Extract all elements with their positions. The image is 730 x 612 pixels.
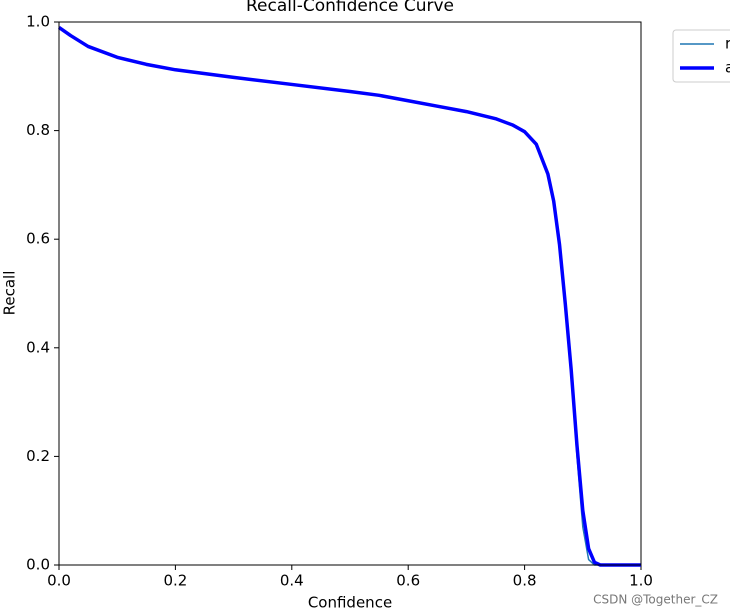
y-tick-label: 0.2 — [26, 447, 50, 465]
x-tick-label: 0.0 — [47, 572, 71, 590]
x-tick-label: 0.4 — [280, 572, 304, 590]
y-tick-label: 0.8 — [26, 121, 50, 139]
watermark: CSDN @Together_CZ — [593, 593, 718, 607]
y-tick-label: 0.4 — [26, 338, 50, 356]
x-tick-label: 0.6 — [396, 572, 420, 590]
chart-title: Recall-Confidence Curve — [246, 0, 454, 16]
x-tick-label: 0.2 — [163, 572, 187, 590]
legend-box — [672, 29, 730, 83]
series-line — [58, 26, 641, 566]
y-tick-label: 1.0 — [26, 13, 50, 31]
x-axis-label: Confidence — [308, 594, 392, 612]
y-tick-label: 0.0 — [26, 556, 50, 574]
legend-label: a — [725, 59, 730, 77]
x-tick-label: 1.0 — [629, 572, 653, 590]
legend: ra — [672, 29, 730, 83]
y-tick-label: 0.6 — [26, 230, 50, 248]
legend-label: r — [725, 35, 730, 53]
plot-frame — [58, 21, 642, 566]
series-line — [57, 25, 641, 567]
y-axis-label: Recall — [1, 271, 19, 316]
x-tick-label: 0.8 — [513, 572, 537, 590]
